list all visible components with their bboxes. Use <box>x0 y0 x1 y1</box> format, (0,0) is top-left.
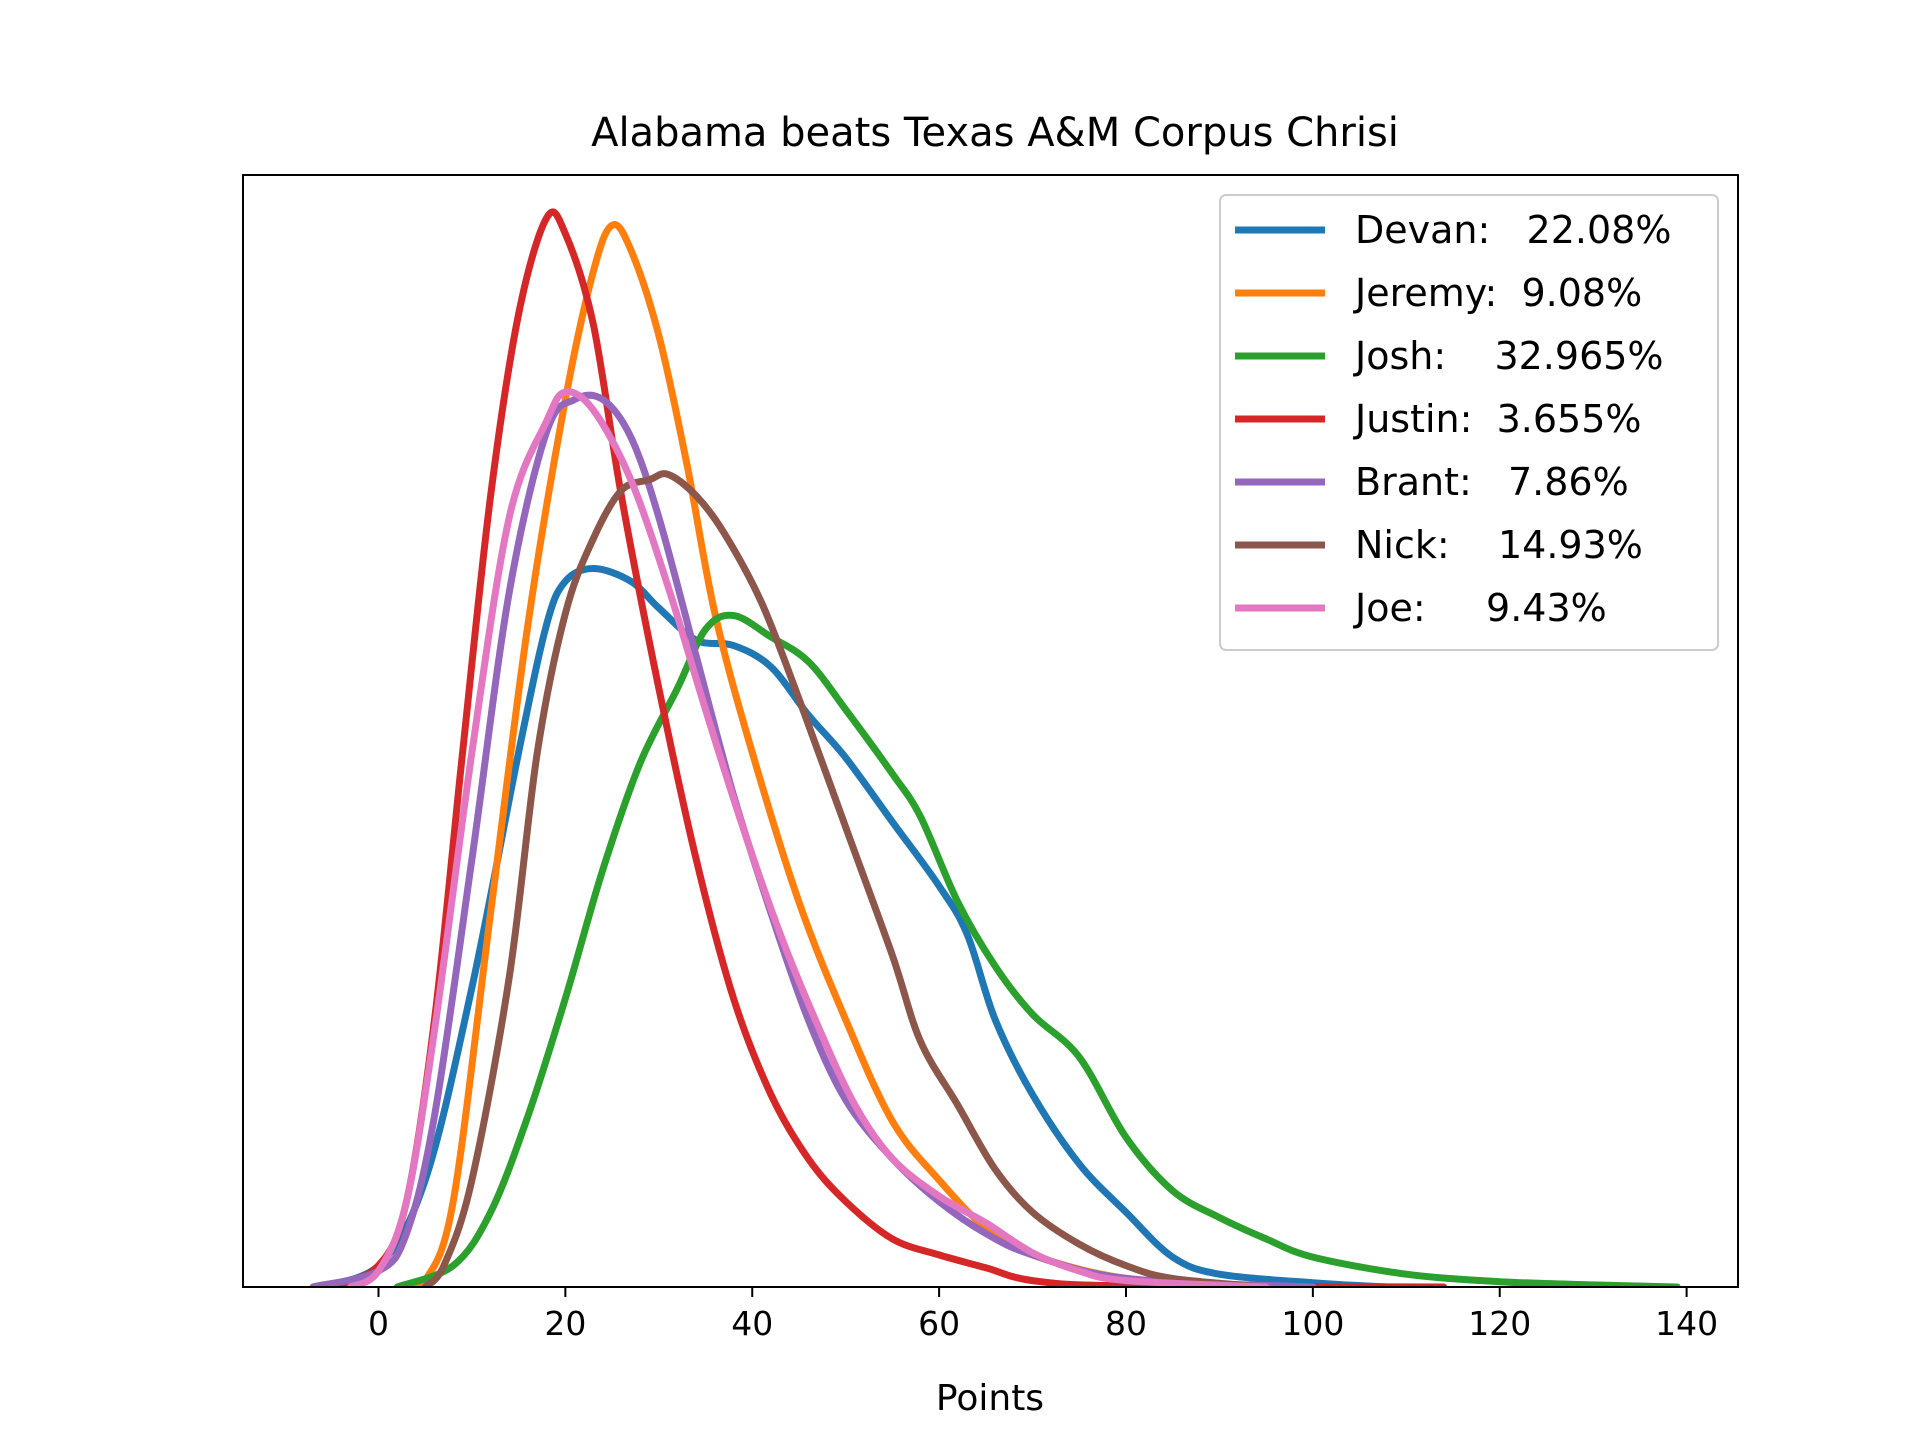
series-line-3 <box>328 208 1448 1287</box>
chart-title: Alabama beats Texas A&M Corpus Chrisi <box>591 110 1399 156</box>
series-lines <box>309 208 1681 1287</box>
legend-label: Justin: 3.655% <box>1353 397 1641 441</box>
x-tick-label: 0 <box>368 1304 389 1343</box>
x-tick-label: 120 <box>1468 1304 1531 1343</box>
x-tick-label: 100 <box>1281 1304 1344 1343</box>
legend-label: Josh: 32.965% <box>1353 334 1664 378</box>
legend-label: Devan: 22.08% <box>1355 208 1671 252</box>
series-line-4 <box>309 391 1317 1287</box>
x-axis-label: Points <box>936 1378 1044 1419</box>
legend-label: Jeremy: 9.08% <box>1353 271 1642 315</box>
x-tick-label: 20 <box>544 1304 586 1343</box>
x-tick-label: 40 <box>731 1304 773 1343</box>
plot-frame <box>242 174 1739 1288</box>
x-tick-label: 80 <box>1105 1304 1147 1343</box>
series-line-6 <box>347 388 1270 1287</box>
series-line-1 <box>403 221 1270 1287</box>
legend-label: Brant: 7.86% <box>1355 460 1629 504</box>
x-tick-label: 140 <box>1655 1304 1718 1343</box>
x-axis-ticks: 0 20 40 60 80 100 120 140 <box>368 1287 1718 1343</box>
series-line-5 <box>421 470 1270 1287</box>
legend-label: Nick: 14.93% <box>1355 523 1643 567</box>
legend: Devan: 22.08% Jeremy: 9.08% Josh: 32.965% J… <box>1219 194 1719 651</box>
legend-box <box>1219 194 1719 651</box>
series-line-2 <box>393 611 1681 1287</box>
x-tick-label: 60 <box>918 1304 960 1343</box>
legend-label: Joe: 9.43% <box>1353 586 1607 630</box>
